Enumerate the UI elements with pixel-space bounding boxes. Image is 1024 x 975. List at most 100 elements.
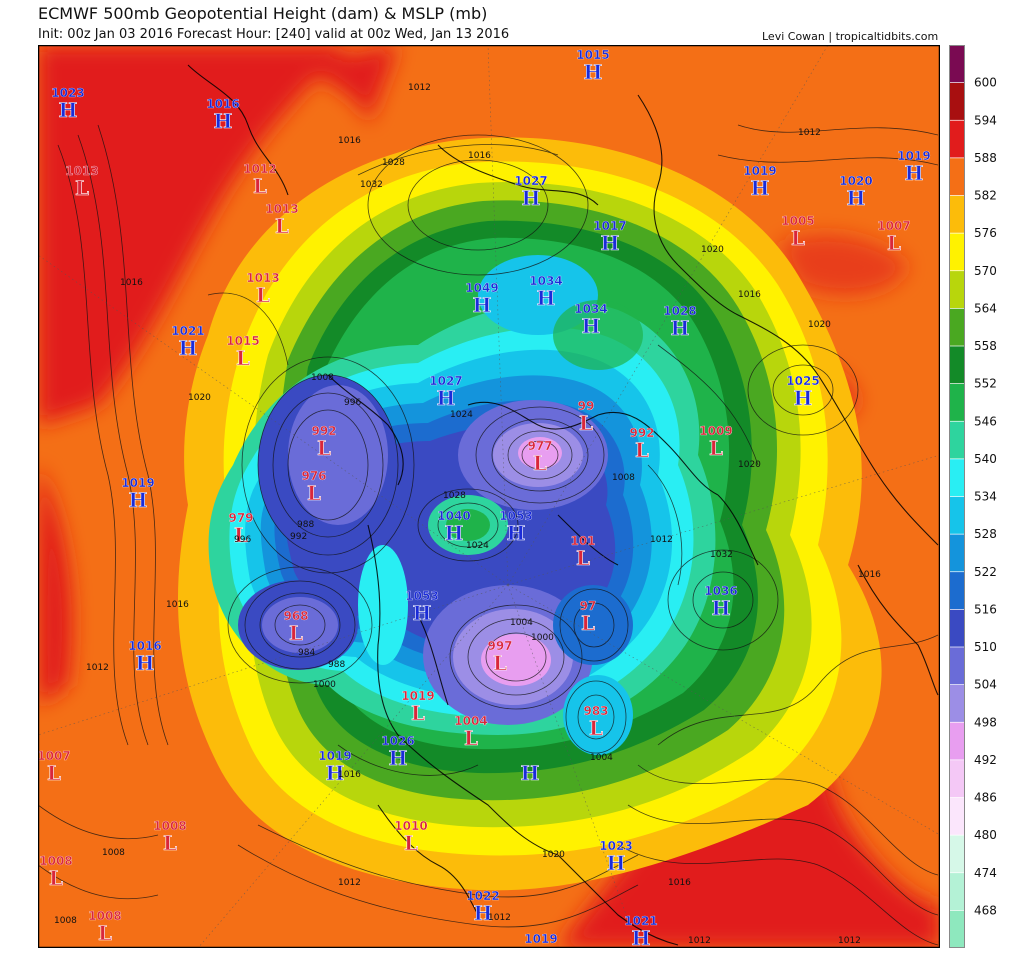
center-letter: L [576, 546, 590, 570]
center-value: 977 [527, 439, 552, 453]
colorbar-labels: 600 594 588 582 576 570 564 558 552 546 540 534 528 5… [974, 76, 997, 918]
center-value: 1016 [128, 639, 161, 653]
center-letter: H [712, 596, 731, 620]
center-letter: H [607, 851, 626, 875]
center-value: 1040 [437, 509, 470, 523]
colorbar-label: 546 [974, 414, 997, 428]
center-letter: H [847, 186, 866, 210]
low-pressure-center: 99L [577, 399, 594, 435]
isobar-value-label: 1012 [688, 936, 711, 946]
center-value: 1036 [704, 584, 737, 598]
isobars [38, 124, 939, 946]
isobar-value-label: 1008 [612, 473, 635, 483]
center-letter: H [179, 336, 198, 360]
center-value: 992 [311, 424, 336, 438]
height-colorbar: 600 594 588 582 576 570 564 558 552 546 540 534 528 5… [949, 45, 997, 948]
isobar-value-label: 1016 [338, 136, 361, 146]
center-letter: L [533, 451, 547, 475]
center-value: 1013 [65, 164, 98, 178]
colorbar-band [949, 647, 965, 686]
center-letter: H [413, 601, 432, 625]
low-pressure-center: 97L [579, 599, 596, 635]
isobar-value-label: 1016 [858, 570, 881, 580]
colorbar-label: 504 [974, 678, 997, 692]
center-value: 1016 [206, 97, 239, 111]
isobar-value-label: 1016 [166, 600, 189, 610]
colorbar-label: 594 [974, 113, 997, 127]
center-letter: L [253, 174, 267, 198]
center-letter: H [326, 761, 345, 785]
center-letter: L [234, 523, 248, 547]
colorbar-label: 486 [974, 791, 997, 805]
colorbar-band [949, 120, 965, 159]
center-value: 1019 [401, 689, 434, 703]
center-value: 1008 [88, 909, 121, 923]
center-letter: L [579, 411, 593, 435]
center-letter: H [136, 651, 155, 675]
isobar-value-label: 1012 [408, 83, 431, 93]
center-value: 1027 [514, 174, 547, 188]
center-value: 1007 [38, 749, 71, 763]
colorbar-label: 534 [974, 490, 997, 504]
colorbar-band [949, 458, 965, 497]
colorbar-label: 480 [974, 828, 997, 842]
colorbar-label: 600 [974, 76, 997, 90]
colorbar-frame [949, 45, 965, 948]
center-letter: L [47, 761, 61, 785]
colorbar-label: 522 [974, 565, 997, 579]
isobar-value-label: 1000 [531, 633, 554, 643]
isobar-value-label: 1024 [450, 410, 473, 420]
colorbar-band [949, 797, 965, 836]
center-value: 976 [301, 469, 326, 483]
isobar-value-label: 1012 [338, 878, 361, 888]
center-letter: L [275, 214, 289, 238]
colorbar-label: 516 [974, 602, 997, 616]
center-value: 1028 [663, 304, 696, 318]
isobar-value-label: 1012 [488, 913, 511, 923]
isobar-value-label: 1016 [738, 290, 761, 300]
center-letter: H [532, 944, 551, 948]
center-value: 1019 [121, 476, 154, 490]
colorbar-label: 576 [974, 226, 997, 240]
center-letter: H [214, 109, 233, 133]
center-letter: L [493, 651, 507, 675]
isobar-value-label: 996 [234, 535, 251, 545]
colorbar-band [949, 872, 965, 911]
center-value: 1017 [593, 219, 626, 233]
colorbar-band [949, 759, 965, 798]
isobar-value-label: 988 [328, 660, 345, 670]
center-value: 1027 [429, 374, 462, 388]
colorbar-label: 570 [974, 264, 997, 278]
isobar-value-label: 1012 [798, 128, 821, 138]
center-letter: L [404, 831, 418, 855]
colorbar-label: 468 [974, 903, 997, 917]
colorbar-label: 540 [974, 452, 997, 466]
isobar-value-label: 1020 [808, 320, 831, 330]
center-letter: H [584, 60, 603, 84]
colorbar-label: 474 [974, 866, 997, 880]
center-letter: L [887, 231, 901, 255]
center-letter: L [464, 726, 478, 750]
center-value: 1026 [381, 734, 414, 748]
